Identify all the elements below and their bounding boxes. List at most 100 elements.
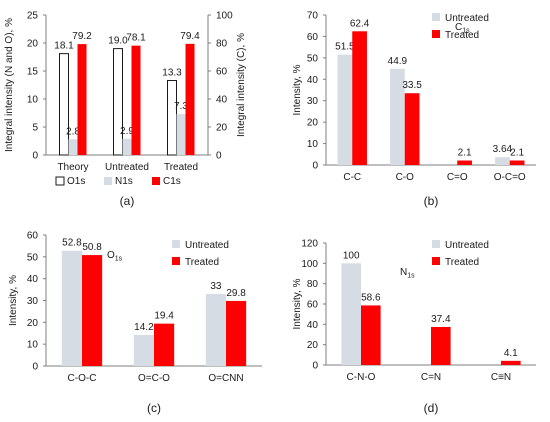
- y-tick-label: 50: [27, 252, 39, 263]
- x-tick-label: Treated: [164, 162, 198, 173]
- bar-treated-2: [404, 93, 420, 165]
- y-axis-label: Intensity, %: [292, 64, 303, 115]
- data-label: 18.1: [54, 41, 74, 52]
- legend-swatch-untreated: [172, 240, 180, 248]
- x-tick-label: C=O: [447, 172, 468, 183]
- data-label: 3.64: [493, 144, 513, 155]
- y-tick-label: 40: [27, 274, 39, 285]
- legend-swatch-n1s: [104, 177, 112, 185]
- bar-treated-3: [457, 160, 472, 165]
- legend: O1s N1s C1s: [55, 176, 181, 187]
- bar-untreated-2: [390, 68, 405, 165]
- chart-panel-3: 0 10 20 30 40 50 60 Intensity, % C-O-C O=C-O O=CNN…: [8, 231, 262, 415]
- x-tick-label: C-O-C: [68, 373, 97, 384]
- panel-label: (d): [424, 401, 439, 415]
- bar-treated-1: [361, 305, 381, 365]
- y-tick-label: 10: [307, 139, 319, 150]
- bars: 100 58.6 37.4 4.1: [341, 250, 521, 365]
- x-tick-label: C-O: [396, 172, 415, 183]
- chart-panel-2: 0 10 20 30 40 50 60 70 Intensity, % C-C C-O C=O O-C=…: [292, 11, 536, 208]
- y-tick-label: 0: [32, 151, 38, 162]
- panel-label: (a): [120, 194, 135, 208]
- data-label: 2.1: [458, 148, 472, 159]
- y-tick-label: 10: [27, 95, 39, 106]
- bars: 51.562.444.933.52.1 3.642.1: [335, 18, 524, 166]
- bar-untreated-2: [133, 334, 154, 366]
- legend-label: Treated: [185, 257, 219, 268]
- y-tick-label: 120: [301, 239, 318, 250]
- bar-treated-3: [226, 300, 247, 366]
- bar-untreated-1: [341, 263, 361, 365]
- bar-untreated-3: [205, 293, 226, 366]
- y-tick-label: 15: [27, 67, 39, 78]
- bar-n1s-1: [68, 139, 78, 155]
- y2-tick-label: 40: [216, 95, 228, 106]
- bar-o1s-1: [59, 53, 69, 156]
- y-axis-label: Intensity, %: [292, 278, 303, 329]
- y-tick-label: 100: [301, 259, 318, 270]
- x-tick-label: O-C=O: [494, 172, 526, 183]
- bar-o1s-2: [113, 48, 123, 156]
- x-tick-label: C=N: [421, 372, 441, 383]
- legend-swatch-treated: [432, 257, 440, 265]
- legend-swatch-treated: [432, 30, 440, 38]
- x-tick-label: C-C: [343, 172, 361, 183]
- y-tick-label: 10: [27, 340, 39, 351]
- legend: Untreated Treated: [432, 13, 489, 41]
- panel-label: (b): [424, 194, 439, 208]
- data-label: 44.9: [388, 56, 408, 67]
- bar-treated-2: [154, 323, 175, 366]
- data-label: 33: [210, 281, 222, 292]
- x-tick-label: O=CNN: [208, 373, 243, 384]
- y-tick-label: 30: [307, 96, 319, 107]
- y-tick-label: 0: [312, 361, 318, 372]
- chart-title: C1s: [455, 22, 470, 35]
- x-tick-label: C-N-O: [347, 372, 376, 383]
- chart-title: N1s: [400, 267, 415, 280]
- y-tick-label: 0: [32, 362, 38, 373]
- data-label: 58.6: [361, 292, 381, 303]
- data-label: 62.4: [350, 18, 370, 29]
- data-label: 50.8: [82, 242, 102, 253]
- data-label: 2.8: [66, 126, 80, 137]
- bars: 52.8 50.8 14.219.4 33 29.8: [61, 238, 247, 366]
- chart-title: O1s: [107, 250, 123, 263]
- legend-label: O1s: [67, 176, 85, 187]
- x-tick-label: C≡N: [491, 372, 511, 383]
- y2-axis-label: Integral intensity (C), %: [236, 33, 247, 137]
- bar-treated-1: [352, 31, 367, 165]
- legend-swatch-c1s: [152, 177, 160, 185]
- bar-c1s-2: [131, 45, 141, 155]
- y2-tick-label: 0: [216, 151, 222, 162]
- y2-tick-label: 20: [216, 123, 228, 134]
- y-tick-label: 20: [307, 340, 319, 351]
- x-tick-label: Untreated: [105, 162, 149, 173]
- chart-panel-4: 0 20 40 60 80 100 120 Intensity, % C-N-O C=N C≡N 10…: [292, 239, 536, 415]
- data-label: 13.3: [162, 68, 182, 79]
- bar-n1s-3: [176, 114, 186, 155]
- bar-c1s-1: [77, 44, 87, 156]
- legend-swatch-untreated: [432, 240, 440, 248]
- bar-c1s-3: [185, 43, 195, 156]
- y-tick-label: 80: [307, 279, 319, 290]
- y-tick-label: 20: [307, 118, 319, 129]
- y-tick-label: 60: [307, 32, 319, 43]
- y-tick-label: 0: [312, 161, 318, 172]
- y-tick-label: 70: [307, 11, 319, 22]
- data-label: 52.8: [62, 238, 82, 249]
- bar-n1s-2: [122, 138, 132, 155]
- y2-tick-label: 60: [216, 67, 228, 78]
- data-label: 19.0: [108, 36, 128, 47]
- data-label: 78.1: [126, 33, 146, 44]
- y-tick-label: 40: [307, 320, 319, 331]
- data-label: 79.2: [72, 31, 92, 42]
- bar-treated-1: [82, 255, 103, 366]
- data-label: 29.8: [226, 288, 246, 299]
- y2-tick-label: 100: [216, 11, 233, 22]
- bar-treated-2: [431, 326, 451, 365]
- y-tick-label: 25: [27, 11, 39, 22]
- y-tick-label: 60: [27, 231, 39, 242]
- y-tick-label: 20: [27, 39, 39, 50]
